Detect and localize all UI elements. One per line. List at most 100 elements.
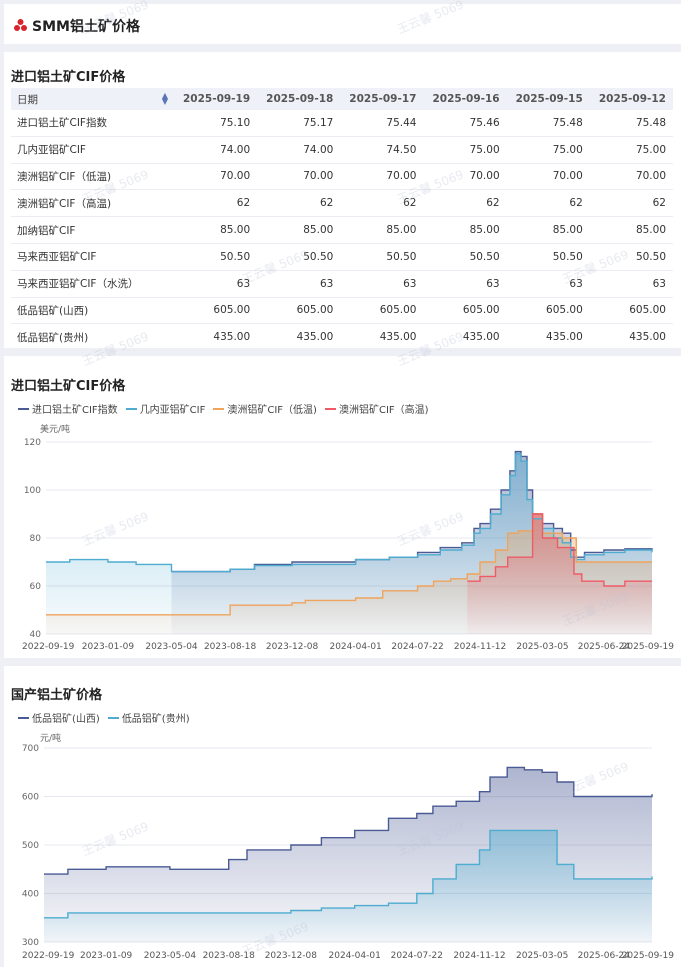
legend-item[interactable]: 低品铝矿(山西) [18,710,100,725]
price-cell: 435.00 [257,323,341,352]
row-name: 进口铝土矿CIF指数 [11,110,174,137]
series-line[interactable] [171,450,653,573]
price-cell: 70.00 [257,163,341,191]
x-tick-label: 2025-09-19 [622,642,675,652]
price-cell: 50.50 [423,243,507,271]
table-row: 几内亚铝矿CIF 74.00 74.00 74.50 75.00 75.00 75.00 [11,136,673,164]
y-tick-label: 500 [22,841,39,851]
legend-swatch [107,716,119,719]
chart2-title: 国产铝土矿价格 [11,688,103,703]
legend-label: 低品铝矿(贵州) [121,714,190,725]
price-cell: 63 [506,270,590,298]
x-tick-label: 2023-12-08 [266,642,319,652]
legend-item[interactable]: 进口铝土矿CIF指数 [18,401,118,416]
legend-item[interactable]: 澳洲铝矿CIF（高温) [324,401,429,416]
table-body: 进口铝土矿CIF指数 75.10 75.17 75.44 75.46 75.48 75.48… [11,110,673,352]
price-cell: 50.50 [257,243,341,271]
legend-label: 几内亚铝矿CIF [139,405,206,416]
price-cell: 62 [340,189,424,218]
price-cell: 74.00 [174,136,258,164]
x-tick-label: 2025-06-24 [578,642,631,652]
row-name: 澳洲铝矿CIF（低温) [11,163,174,191]
row-name: 马来西亚铝矿CIF [11,243,174,271]
legend-swatch [324,407,336,410]
legend-item[interactable]: 澳洲铝矿CIF（低温) [213,401,317,416]
price-cell: 74.50 [340,136,424,164]
price-cell: 75.44 [340,110,424,137]
legend-swatch [18,407,29,410]
y-tick-label: 120 [24,438,41,448]
sort-icon[interactable]: ▲ ▼ [161,91,168,106]
row-name: 几内亚铝矿CIF [11,136,174,164]
price-cell: 50.50 [340,243,424,271]
price-cell: 605.00 [423,297,507,325]
legend-item[interactable]: 几内亚铝矿CIF [125,401,206,416]
x-tick-label: 2025-03-05 [516,951,568,961]
y-tick-label: 80 [30,534,42,544]
x-tick-label: 2025-06-24 [578,951,631,961]
row-name: 低品铝矿(贵州) [11,323,174,352]
row-name: 加纳铝矿CIF [11,216,174,244]
y-tick-label: 300 [22,938,39,948]
row-name: 低品铝矿(山西) [11,297,174,325]
date-header: 2025-09-16 [423,88,507,110]
price-cell: 70.00 [340,163,424,191]
price-cell: 70.00 [506,163,590,191]
x-tick-label: 2022-09-19 [22,642,75,652]
price-cell: 435.00 [423,323,507,352]
date-header: 2025-09-18 [257,88,341,110]
smm-logo-icon [14,19,27,31]
price-cell: 605.00 [589,297,673,325]
price-cell: 605.00 [257,297,341,325]
x-tick-label: 2023-05-04 [144,951,197,961]
legend-swatch [18,716,29,719]
price-cell: 74.00 [257,136,341,164]
y-tick-label: 600 [22,793,39,803]
price-cell: 85.00 [340,216,424,244]
price-cell: 70.00 [589,163,673,191]
chart1-legend: 进口铝土矿CIF指数 几内亚铝矿CIF 澳洲铝矿CIF（低温) 澳洲铝矿CIF（高温) [18,401,429,416]
price-cell: 63 [589,270,673,298]
date-header: 2025-09-17 [340,88,424,110]
legend-swatch [125,407,137,410]
chart1-plot: 40 60 80 100 120 2022-09-19 2023-01-09 2023-05-… [22,438,675,652]
price-cell: 605.00 [340,297,424,325]
series-area [467,514,652,634]
price-cell: 50.50 [174,243,258,271]
x-tick-label: 2022-09-19 [22,951,75,961]
price-cell: 85.00 [589,216,673,244]
price-cell: 75.00 [506,136,590,164]
table-row: 加纳铝矿CIF 85.00 85.00 85.00 85.00 85.00 85.00 [11,216,673,244]
price-cell: 75.10 [174,110,258,137]
table-row: 马来西亚铝矿CIF（水洗） 63 63 63 63 63 63 [11,270,673,298]
price-cell: 63 [174,270,258,298]
price-cell: 435.00 [340,323,424,352]
legend-item[interactable]: 低品铝矿(贵州) [107,710,190,725]
y-tick-label: 60 [30,582,42,592]
price-cell: 75.17 [257,110,341,137]
x-tick-label: 2025-03-05 [516,642,568,652]
x-tick-label: 2024-11-12 [453,951,505,961]
series-line[interactable] [44,766,653,875]
legend-swatch [213,407,225,410]
series-line[interactable] [46,453,653,573]
price-cell: 75.00 [423,136,507,164]
table-header-row: 日期 ▲ ▼ 2025-09-19 2025-09-18 2025-09-17 2… [11,88,673,110]
price-table-card: 进口铝土矿CIF价格 日期 ▲ ▼ 2025-09-19 2025-09-18 2… [4,52,681,352]
x-tick-label: 2024-07-22 [391,642,443,652]
x-tick-label: 2024-04-01 [329,642,381,652]
price-cell: 85.00 [174,216,258,244]
table-row: 低品铝矿(贵州) 435.00 435.00 435.00 435.00 435.00 43… [11,323,673,352]
price-cell: 75.48 [506,110,590,137]
price-cell: 435.00 [589,323,673,352]
price-cell: 50.50 [506,243,590,271]
x-tick-label: 2023-01-09 [80,951,133,961]
price-table-title: 进口铝土矿CIF价格 [11,70,126,85]
series-line[interactable] [467,513,652,587]
price-cell: 62 [174,189,258,218]
date-column-header[interactable]: 日期 ▲ ▼ [11,88,174,110]
price-cell: 75.48 [589,110,673,137]
price-cell: 62 [257,189,341,218]
series-line[interactable] [44,829,653,919]
table-row: 澳洲铝矿CIF（高温) 62 62 62 62 62 62 [11,189,673,218]
